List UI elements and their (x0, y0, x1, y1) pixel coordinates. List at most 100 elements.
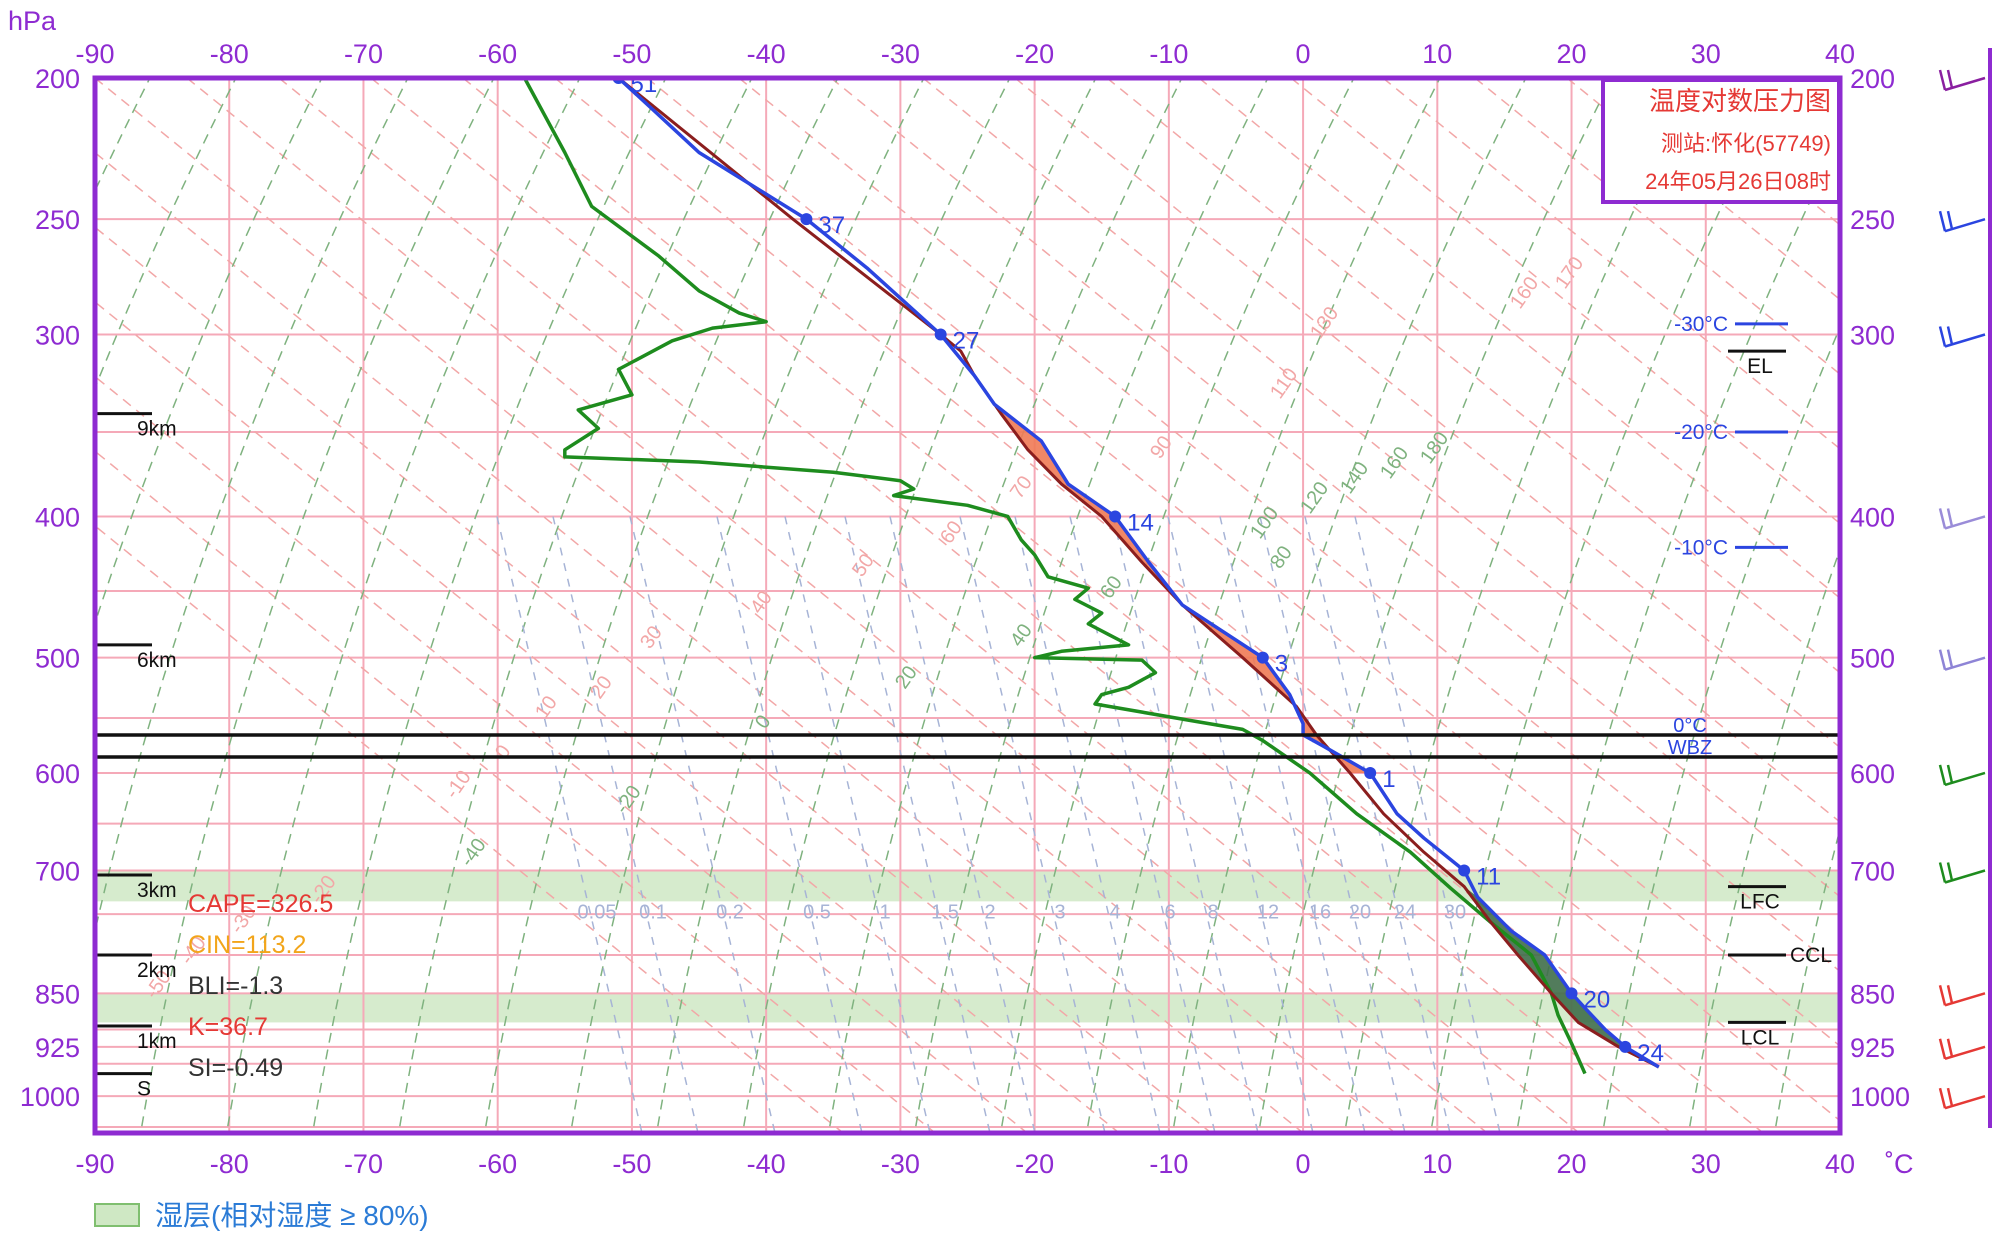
wind-barb-feather (1946, 649, 1954, 668)
dry-adiabat-line (186, 78, 1489, 1133)
moist-adiabat-label: 120 (1296, 478, 1333, 518)
dry-adiabat-line (646, 78, 1840, 1048)
wind-barb-icon (1938, 985, 1986, 1007)
profile-layer (522, 78, 1660, 1075)
dry-adiabat-line (278, 78, 1581, 1133)
dry-adiabat-line (462, 78, 1765, 1133)
stability-index: K=36.7 (188, 1013, 268, 1041)
dry-adiabat-label: 160 (1506, 273, 1543, 313)
wind-barb-icon (1938, 210, 1986, 233)
moist-layer-legend-label: 湿层(相对湿度 ≥ 80%) (155, 1200, 429, 1231)
wind-barb-feather (1938, 862, 1947, 883)
mixing-ratio-line (496, 516, 643, 1133)
station-label: 测站:怀化(57749) (1661, 131, 1831, 156)
mixing-ratio-label: 0.2 (716, 901, 744, 923)
freezing-level-label: WBZ (1668, 737, 1712, 759)
bottom-x-tick-label: 30 (1691, 1149, 1721, 1179)
mixing-ratio-label: 30 (1444, 901, 1466, 923)
mixing-ratio-label: 0.1 (639, 901, 667, 923)
chart-title: 温度对数压力图 (1649, 86, 1831, 116)
top-x-tick-label: -40 (747, 39, 786, 69)
wind-barb-feather (1938, 985, 1947, 1006)
mixing-ratio-line (1259, 516, 1406, 1133)
temperature-point-label: 3 (1275, 651, 1288, 678)
moist-adiabat-line (655, 78, 1011, 1133)
wind-barb-icon (1938, 508, 1986, 530)
mixing-ratio-line (844, 516, 991, 1133)
mixing-ratio-label: 16 (1309, 901, 1331, 923)
mixing-ratio-label: 20 (1349, 901, 1371, 923)
freezing-level-label: 0°C (1673, 715, 1707, 737)
bottom-x-tick-label: 40 (1825, 1149, 1855, 1179)
mixing-ratio-label: 1.5 (931, 901, 959, 923)
parcel-line (617, 78, 1660, 1069)
moist-adiabat-line (1085, 78, 1441, 1133)
moist-adiabat-label: 160 (1376, 443, 1413, 483)
moist-adiabat-label: 180 (1416, 428, 1453, 468)
wind-barb-icon (1938, 649, 1986, 671)
cin-area (1464, 886, 1626, 1047)
dry-adiabat-line (738, 78, 1840, 973)
top-x-tick-label: 10 (1422, 39, 1452, 69)
dry-adiabat-label: 130 (1306, 303, 1343, 343)
dry-adiabat-line (554, 78, 1840, 1122)
moist-layer-legend: 湿层(相对湿度 ≥ 80%) (94, 1200, 429, 1231)
dry-adiabat-label: 60 (936, 517, 967, 548)
moist-adiabat-line (827, 78, 1183, 1133)
axis-layer: -90 -90 -80 -80 -70 -70 -60 -60 -50 -50 -40 -40 -30 -… (20, 39, 1992, 1179)
dry-adiabat-line (1658, 78, 1840, 226)
wind-barb-feather (1938, 649, 1947, 670)
left-pressure-label: 250 (35, 205, 80, 235)
wind-barb-feather (1946, 1087, 1954, 1107)
moist-adiabat-label: 0 (751, 711, 775, 733)
moist-adiabat-line (1601, 325, 1840, 1133)
left-pressure-label: 600 (35, 759, 80, 789)
wind-barb-icon (1938, 764, 1986, 787)
mixing-ratio-line (1219, 516, 1366, 1133)
moist-adiabat-line (741, 78, 1097, 1133)
top-x-tick-label: -60 (478, 39, 517, 69)
wind-barb-feather (1946, 985, 1954, 1004)
temperature-point-label: 11 (1476, 864, 1501, 891)
left-pressure-label: 500 (35, 644, 80, 674)
mixing-ratio-label: 24 (1394, 901, 1416, 923)
mixing-ratio-line (1014, 516, 1161, 1133)
moist-adiabat-line (913, 78, 1269, 1133)
temperature-point (1458, 864, 1471, 877)
wind-barb-feather (1946, 326, 1954, 345)
left-pressure-label: 700 (35, 857, 80, 887)
temperature-point (1109, 510, 1122, 523)
mixing-ratio-label: 8 (1207, 901, 1218, 923)
moist-adiabat-label: 80 (1266, 542, 1297, 573)
dry-adiabat-label: 90 (1146, 432, 1177, 463)
height-label: 2km (137, 959, 177, 982)
stability-index: CAPE=326.5 (188, 890, 333, 918)
bottom-x-tick-label: -10 (1149, 1149, 1188, 1179)
dry-adiabat-line (370, 78, 1673, 1133)
right-pressure-label: 300 (1850, 320, 1895, 350)
moist-adiabat-line (1687, 547, 1840, 1133)
level-label: EL (1747, 355, 1773, 378)
moist-adiabat-line (1429, 78, 1785, 1133)
wind-barb-feather (1938, 69, 1947, 91)
bottom-x-tick-label: 20 (1557, 1149, 1587, 1179)
mixing-ratio-line (1304, 516, 1451, 1133)
moist-adiabat-label: 60 (1096, 572, 1127, 603)
dry-adiabat-label: 110 (1266, 364, 1302, 403)
top-x-tick-label: 0 (1296, 39, 1311, 69)
bottom-x-tick-label: -90 (75, 1149, 114, 1179)
dry-adiabat-line (1474, 78, 1840, 376)
dry-adiabat-label: 50 (848, 550, 879, 581)
left-pressure-label: 925 (35, 1033, 80, 1063)
height-label: 3km (137, 879, 177, 902)
left-pressure-label: 400 (35, 502, 80, 532)
left-pressure-label: 1000 (20, 1082, 80, 1112)
mixing-ratio-label: 2 (984, 901, 995, 923)
plot-frame (92, 75, 1843, 1136)
wind-barb-icon (1938, 326, 1986, 348)
moist-adiabat-line (1171, 78, 1527, 1133)
isotherm-height-label: -20°C (1674, 421, 1728, 444)
dry-adiabat-line (1382, 78, 1840, 450)
isotherm-height-label: -30°C (1674, 313, 1728, 336)
temperature-point (1565, 987, 1578, 1000)
